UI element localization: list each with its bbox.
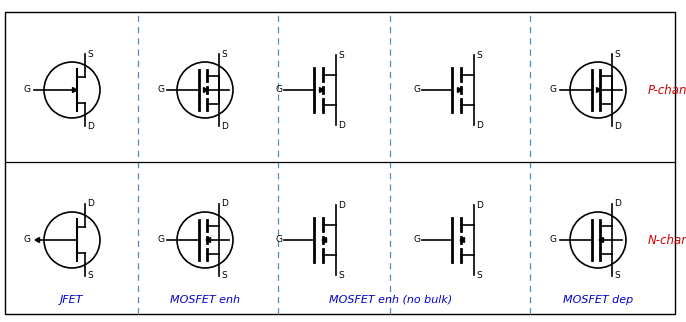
Text: S: S (476, 270, 482, 279)
Polygon shape (204, 88, 208, 92)
Text: MOSFET enh: MOSFET enh (170, 295, 240, 305)
Text: D: D (614, 121, 621, 130)
Text: G: G (24, 234, 31, 243)
Text: G: G (414, 84, 421, 93)
Text: D: D (614, 200, 621, 209)
Text: MOSFET enh (no bulk): MOSFET enh (no bulk) (329, 295, 453, 305)
Text: S: S (338, 51, 344, 60)
Text: MOSFET dep: MOSFET dep (563, 295, 633, 305)
Polygon shape (597, 88, 601, 92)
Text: S: S (87, 271, 93, 280)
Text: G: G (550, 84, 557, 93)
Text: S: S (614, 50, 619, 59)
Text: D: D (87, 121, 94, 130)
Polygon shape (458, 88, 462, 92)
Text: G: G (414, 234, 421, 243)
Text: S: S (614, 271, 619, 280)
Text: D: D (221, 121, 228, 130)
Polygon shape (320, 88, 324, 92)
Text: N-channel: N-channel (648, 233, 686, 247)
Text: JFET: JFET (60, 295, 84, 305)
Text: G: G (157, 84, 164, 93)
Text: P-channel: P-channel (648, 83, 686, 97)
Text: S: S (476, 51, 482, 60)
Text: G: G (157, 234, 164, 243)
Text: G: G (276, 84, 283, 93)
Text: D: D (338, 201, 345, 210)
Text: D: D (338, 120, 345, 129)
Text: S: S (221, 50, 227, 59)
Polygon shape (322, 238, 327, 242)
Polygon shape (599, 238, 604, 242)
Polygon shape (460, 238, 464, 242)
Text: G: G (24, 84, 31, 93)
Text: S: S (221, 271, 227, 280)
Text: G: G (550, 234, 557, 243)
Text: S: S (338, 270, 344, 279)
Text: G: G (276, 234, 283, 243)
Polygon shape (73, 88, 77, 92)
Polygon shape (35, 238, 40, 242)
Text: D: D (87, 200, 94, 209)
Text: D: D (221, 200, 228, 209)
Polygon shape (206, 238, 211, 242)
Text: D: D (476, 201, 483, 210)
Text: D: D (476, 120, 483, 129)
Text: S: S (87, 50, 93, 59)
